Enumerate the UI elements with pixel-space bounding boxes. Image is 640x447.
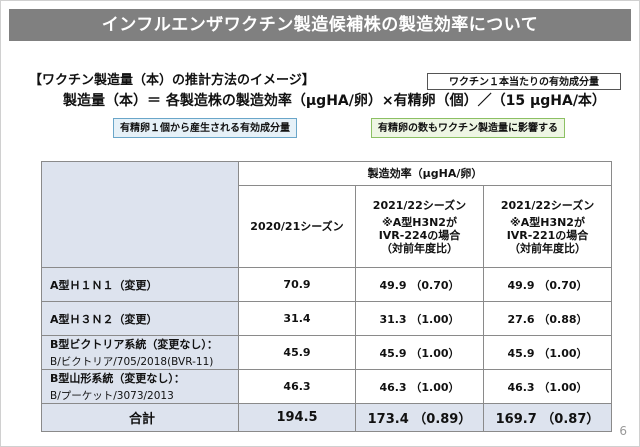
cell-value: 46.3: [238, 369, 356, 404]
table-row: B型ビクトリア系統（変更なし）： B/ビクトリア/705/2018(BVR-11…: [41, 335, 613, 370]
total-value: 173.4 （0.89）: [355, 403, 484, 432]
table-row: A型Ｈ３Ｎ２（変更） 31.4 31.3 （1.00） 27.6 （0.88）: [41, 301, 613, 336]
total-label: 合計: [41, 403, 239, 432]
table-row: A型Ｈ１Ｎ１（変更） 70.9 49.9 （0.70） 49.9 （0.70）: [41, 267, 613, 302]
cell-value: 49.9 （0.70）: [355, 267, 484, 302]
cell-value: 27.6 （0.88）: [482, 301, 613, 336]
row-label: B型山形系統（変更なし）： B/プーケット/3073/2013: [41, 369, 239, 404]
cell-value: 49.9 （0.70）: [482, 267, 613, 302]
callout-dose-content: ワクチン１本当たりの有効成分量: [427, 73, 621, 90]
row-label: B型ビクトリア系統（変更なし）： B/ビクトリア/705/2018(BVR-11…: [41, 335, 239, 370]
formula: 製造量（本）＝ 各製造株の製造効率（μgHA/卵）×有精卵（個）／（15 μgH…: [63, 93, 606, 109]
slide-title: インフルエンザワクチン製造候補株の製造効率について: [9, 9, 631, 41]
callout-egg-yield: 有精卵１個から産生される有効成分量: [113, 118, 297, 138]
column-header: 2021/22シーズン ※A型H3N2が IVR-224の場合 （対前年度比）: [355, 185, 484, 268]
group-header: 製造効率（μgHA/卵）: [237, 161, 613, 186]
cell-value: 45.9 （1.00）: [482, 335, 613, 370]
cell-value: 46.3 （1.00）: [355, 369, 484, 404]
table-row: B型山形系統（変更なし）： B/プーケット/3073/2013 46.3 46.…: [41, 369, 613, 404]
column-header: 2021/22シーズン ※A型H3N2が IVR-221の場合 （対前年度比）: [482, 185, 613, 268]
total-value: 194.5: [238, 403, 356, 432]
cell-value: 70.9: [238, 267, 356, 302]
section-heading: 【ワクチン製造量（本）の推計方法のイメージ】: [29, 73, 315, 88]
cell-value: 31.3 （1.00）: [355, 301, 484, 336]
row-label: A型Ｈ１Ｎ１（変更）: [41, 267, 239, 302]
cell-value: 45.9: [238, 335, 356, 370]
total-value: 169.7 （0.87）: [482, 403, 613, 432]
total-row: 合計 194.5 173.4 （0.89） 169.7 （0.87）: [41, 403, 613, 432]
cell-value: 31.4: [238, 301, 356, 336]
table-corner-cell: [41, 161, 239, 268]
callout-egg-count: 有精卵の数もワクチン製造量に影響する: [371, 118, 565, 138]
efficiency-table: 製造効率（μgHA/卵） 2020/21シーズン 2021/22シーズン ※A型…: [41, 161, 613, 432]
cell-value: 46.3 （1.00）: [482, 369, 613, 404]
row-label: A型Ｈ３Ｎ２（変更）: [41, 301, 239, 336]
cell-value: 45.9 （1.00）: [355, 335, 484, 370]
column-header: 2020/21シーズン: [238, 185, 356, 268]
page-number: 6: [619, 424, 627, 438]
